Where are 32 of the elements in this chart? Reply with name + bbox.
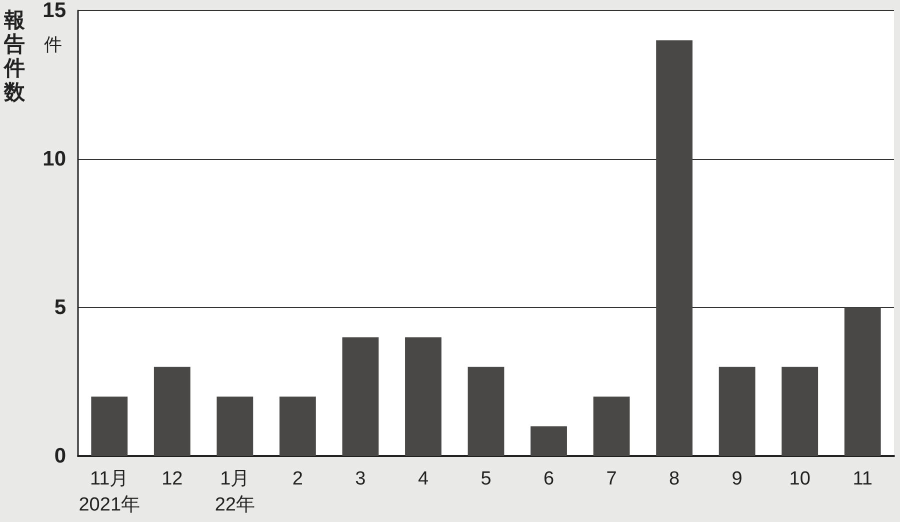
bar	[91, 396, 128, 456]
bar	[656, 40, 693, 456]
bar	[718, 366, 756, 456]
bar	[405, 337, 442, 456]
bar	[279, 396, 316, 456]
x-tick-label: 12	[162, 468, 183, 490]
x-tick-label: 8	[669, 468, 680, 490]
y-axis-title: 報告件数	[3, 8, 26, 104]
bar	[216, 396, 254, 456]
x-tick-label: 6	[543, 468, 554, 490]
bar	[782, 366, 818, 456]
x-tick-label: 11	[852, 468, 872, 490]
y-tick-label: 15	[42, 0, 66, 22]
x-tick-label: 7	[606, 468, 617, 490]
x-tick-label: 11月 2021年	[78, 468, 140, 516]
y-tick-label: 0	[54, 444, 66, 468]
x-tick-label: 9	[732, 468, 742, 490]
bar	[154, 366, 190, 456]
bar	[342, 337, 379, 456]
x-tick-label: 4	[418, 468, 429, 490]
x-tick-label: 5	[480, 468, 492, 490]
x-tick-label: 3	[355, 468, 366, 490]
text: 件	[44, 34, 62, 56]
y-tick-label: 5	[54, 296, 66, 319]
bar	[468, 366, 504, 456]
x-tick-label: 10	[789, 468, 810, 490]
x-tick-label: 1月 22年	[214, 468, 255, 516]
bar	[844, 308, 881, 456]
x-tick-label: 2	[292, 468, 303, 490]
y-tick-label: 10	[42, 148, 66, 170]
bar	[530, 426, 567, 456]
bar	[593, 396, 630, 456]
